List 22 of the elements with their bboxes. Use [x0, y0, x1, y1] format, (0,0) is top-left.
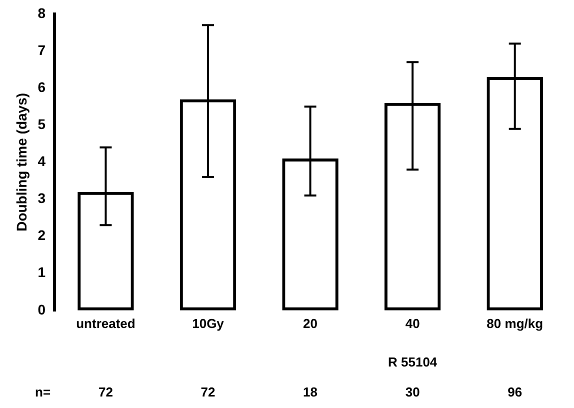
- x-tick-label: 80 mg/kg: [486, 316, 544, 331]
- x-tick-label: 40: [405, 316, 420, 331]
- text: 72: [200, 384, 216, 400]
- y-tick-label: 4: [38, 153, 46, 170]
- text: 18: [303, 384, 318, 400]
- y-tick-label: 0: [38, 301, 46, 318]
- text: 30: [405, 384, 420, 400]
- text: R 55104: [388, 354, 438, 370]
- y-tick-label: 3: [38, 190, 46, 206]
- y-tick-label: 5: [38, 116, 46, 132]
- x-tick-label: untreated: [76, 316, 136, 331]
- y-tick-label: 6: [38, 78, 46, 95]
- text: 72: [98, 384, 113, 400]
- y-tick-label: 1: [38, 264, 46, 280]
- x-tick-label: 10Gy: [192, 316, 225, 331]
- text: n=: [35, 384, 51, 400]
- y-tick-label: 7: [38, 42, 46, 58]
- y-axis-title: Doubling time (days): [13, 92, 30, 232]
- text: 96: [508, 384, 522, 400]
- x-tick-label: 20: [303, 316, 318, 331]
- y-tick-label: 8: [38, 4, 46, 21]
- y-tick-label: 2: [38, 227, 46, 244]
